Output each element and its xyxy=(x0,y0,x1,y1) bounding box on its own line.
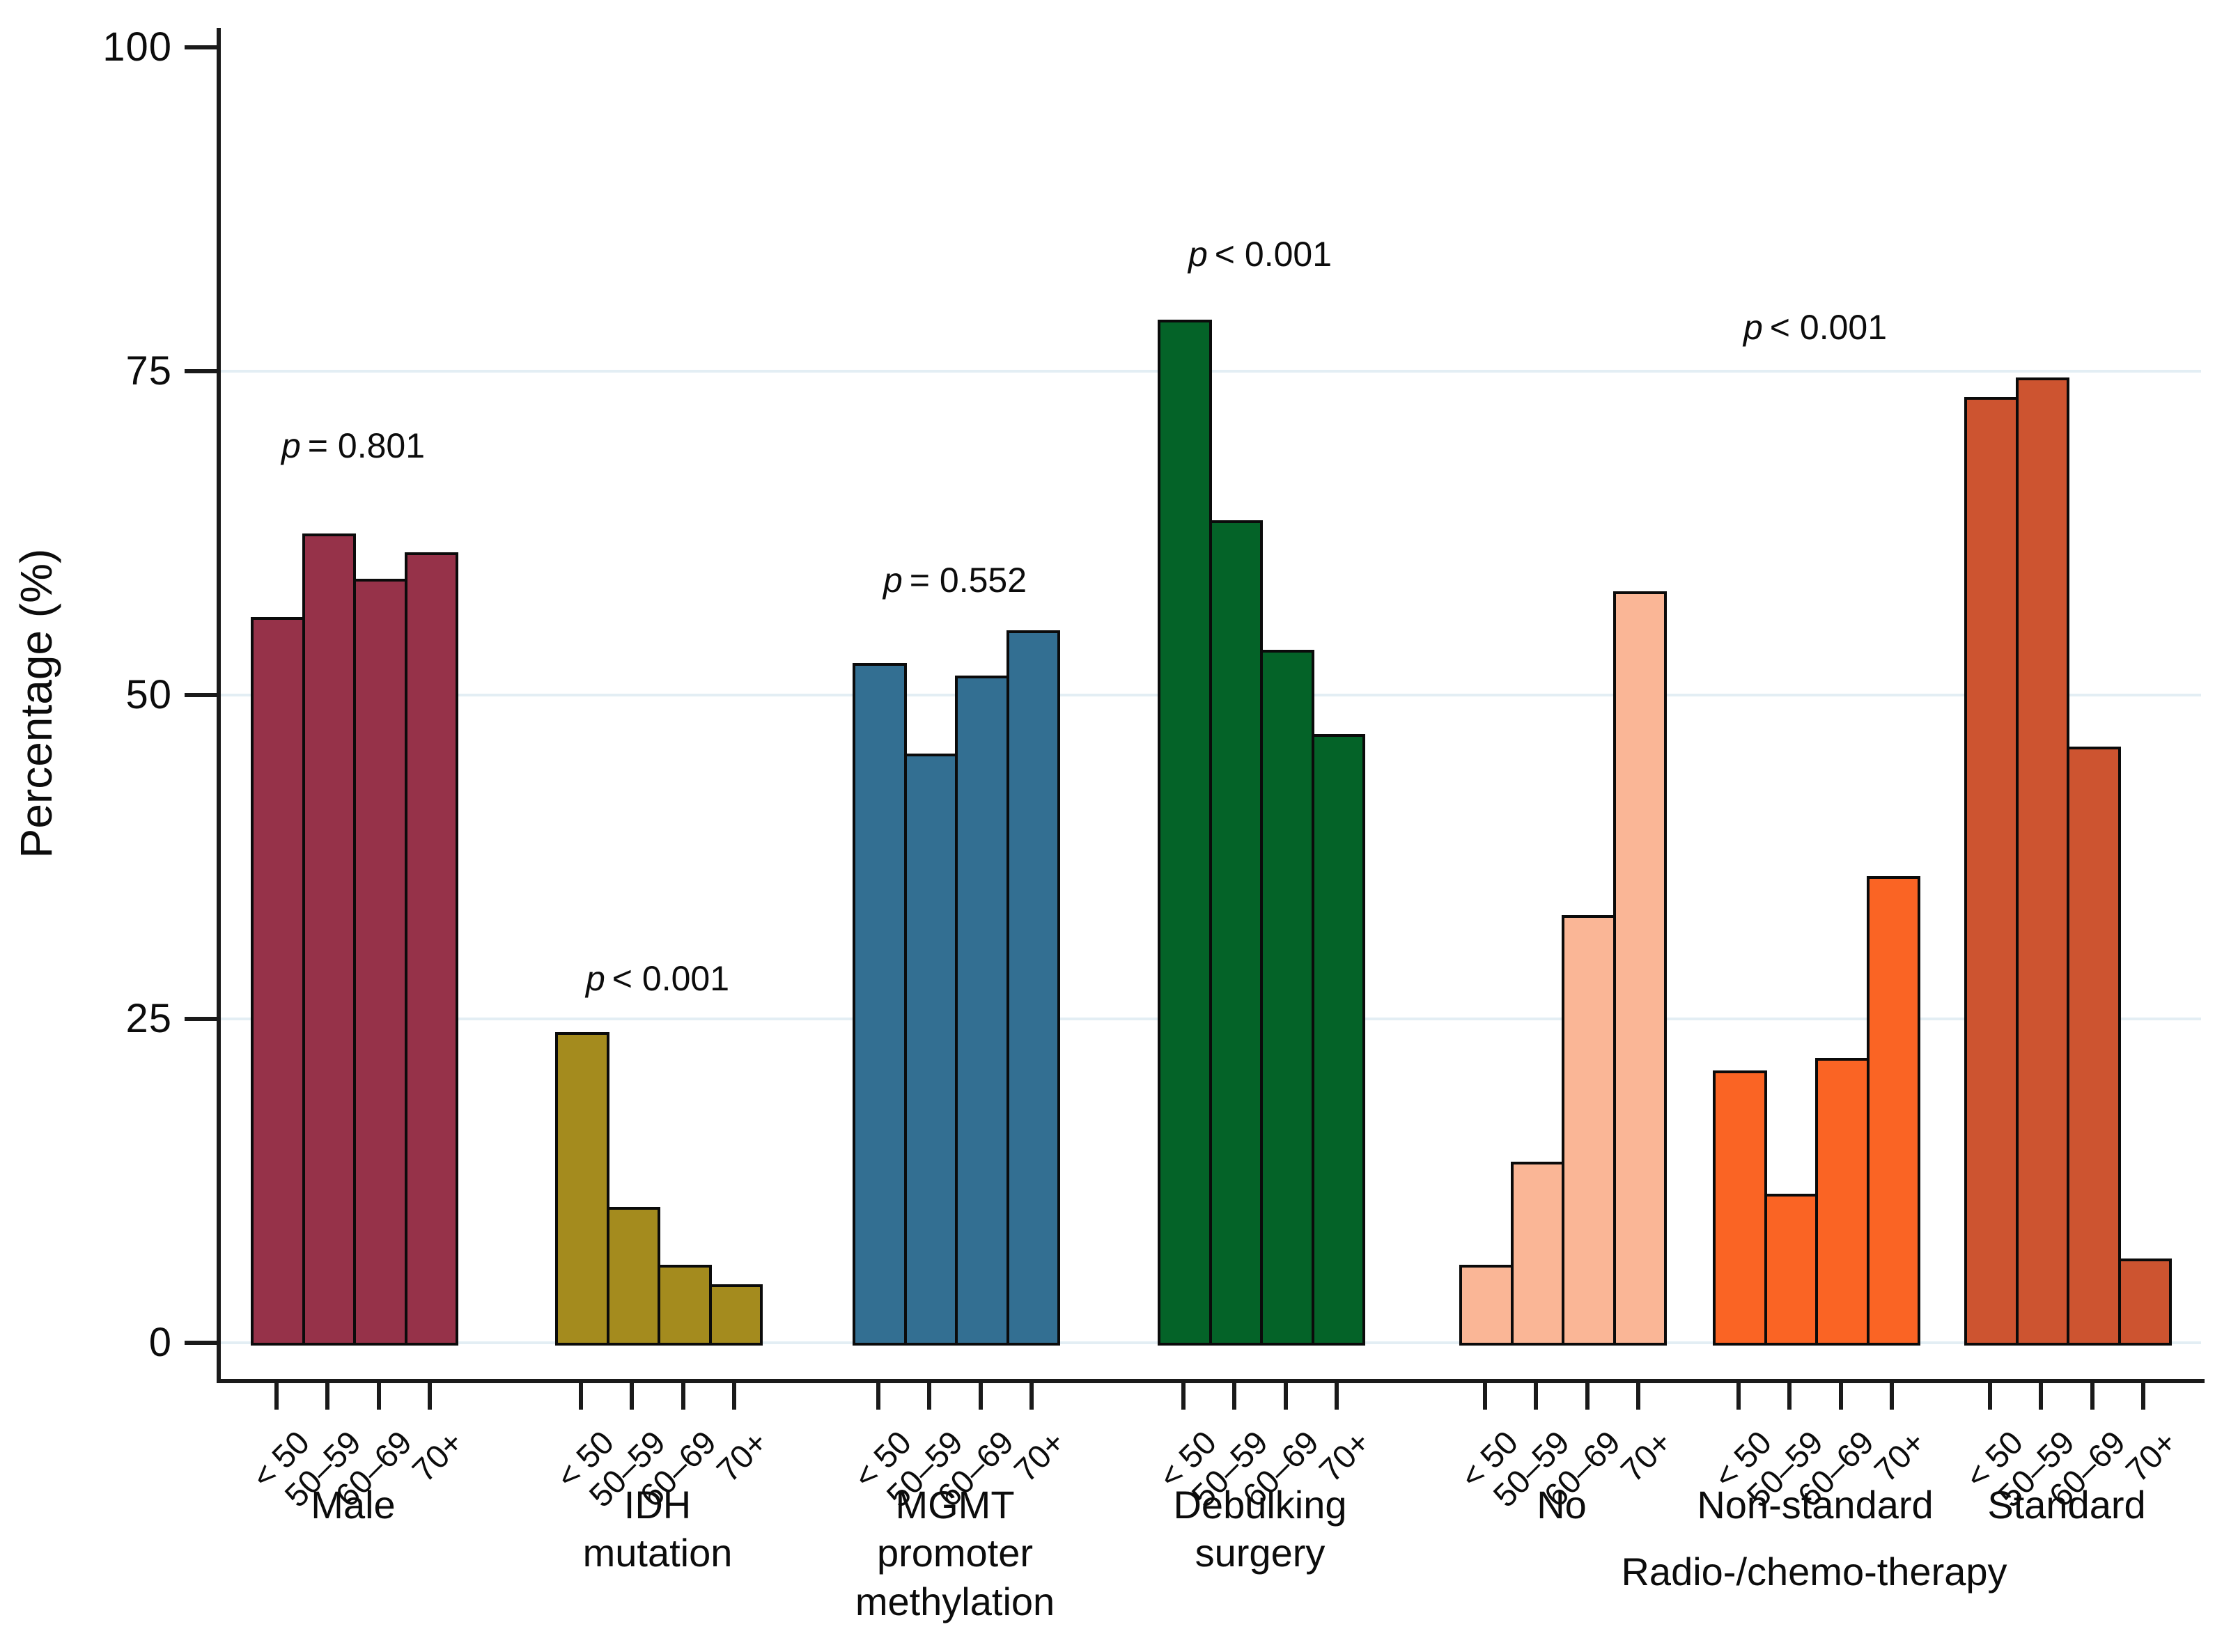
x-tick xyxy=(1534,1383,1539,1410)
age-tick-label: 70+ xyxy=(1311,1423,1377,1489)
x-tick xyxy=(630,1383,635,1410)
y-tick-100 xyxy=(185,45,217,49)
group-label-mgmt: MGMT promoter methylation xyxy=(855,1483,1055,1623)
y-tick-25 xyxy=(185,1017,217,1021)
p-value-label: p = 0.801 xyxy=(281,426,426,465)
y-tick-label-0: 0 xyxy=(148,1320,172,1365)
group-label-non-standard: Non-standard xyxy=(1697,1483,1934,1527)
x-tick xyxy=(325,1383,330,1410)
y-axis-line xyxy=(217,28,221,1383)
age-tick-label: 70+ xyxy=(1612,1423,1679,1489)
x-tick xyxy=(1232,1383,1237,1410)
bar-debulking-surgery-< 50 xyxy=(1158,319,1212,1346)
age-tick-label: 70+ xyxy=(708,1423,775,1489)
y-tick-75 xyxy=(185,369,217,373)
age-tick-label: 70+ xyxy=(1006,1423,1072,1489)
bar-non-standard-50–59 xyxy=(1764,1194,1818,1346)
x-tick xyxy=(1029,1383,1034,1410)
bar-non-standard-60–69 xyxy=(1815,1057,1870,1346)
x-tick xyxy=(1283,1383,1288,1410)
y-tick-label-25: 25 xyxy=(125,996,172,1041)
x-tick xyxy=(1987,1383,1992,1410)
bar-mgmt-promoter-methylation-50–59 xyxy=(903,753,958,1346)
x-tick xyxy=(876,1383,880,1410)
bar-non-standard-< 50 xyxy=(1713,1070,1767,1346)
p-value-label: p < 0.001 xyxy=(585,959,730,998)
bar-male-< 50 xyxy=(251,617,305,1346)
x-tick xyxy=(732,1383,737,1410)
bar-idh-mutation-60–69 xyxy=(658,1265,712,1346)
y-tick-50 xyxy=(185,693,217,697)
x-tick xyxy=(2090,1383,2094,1410)
p-symbol: p xyxy=(1743,308,1763,347)
bar-no-60–69 xyxy=(1562,915,1616,1346)
x-tick xyxy=(376,1383,381,1410)
x-tick xyxy=(681,1383,685,1410)
bar-idh-mutation-70+ xyxy=(708,1284,763,1346)
bar-standard-50–59 xyxy=(2015,377,2069,1346)
bar-mgmt-promoter-methylation-60–69 xyxy=(955,676,1009,1346)
bar-standard-< 50 xyxy=(1964,397,2019,1346)
bar-male-70+ xyxy=(404,552,458,1346)
x-tick xyxy=(978,1383,983,1410)
bar-male-60–69 xyxy=(353,578,407,1346)
y-tick-0 xyxy=(185,1341,217,1345)
bar-no-< 50 xyxy=(1459,1265,1514,1346)
group-label-no: No xyxy=(1537,1483,1587,1527)
bar-standard-70+ xyxy=(2117,1259,2172,1346)
bar-debulking-surgery-70+ xyxy=(1311,733,1365,1346)
age-tick-label: 70+ xyxy=(404,1423,470,1489)
x-tick xyxy=(1787,1383,1792,1410)
group-label-debulking: Debulking surgery xyxy=(1173,1483,1347,1575)
bar-standard-60–69 xyxy=(2067,747,2121,1346)
bar-no-70+ xyxy=(1612,591,1667,1346)
p-symbol: p xyxy=(1188,235,1208,274)
x-tick xyxy=(1838,1383,1843,1410)
group-label-male: Male xyxy=(311,1483,396,1527)
bar-mgmt-promoter-methylation-< 50 xyxy=(853,662,907,1346)
group-label-idh: IDH mutation xyxy=(582,1483,733,1575)
y-tick-label-50: 50 xyxy=(125,672,172,717)
x-tick xyxy=(428,1383,433,1410)
bar-no-50–59 xyxy=(1510,1161,1564,1346)
x-tick xyxy=(1181,1383,1186,1410)
x-tick xyxy=(927,1383,932,1410)
p-value-label: p = 0.552 xyxy=(883,561,1027,600)
bar-debulking-surgery-60–69 xyxy=(1260,649,1314,1346)
p-symbol: p xyxy=(281,426,301,465)
x-tick xyxy=(2141,1383,2146,1410)
x-tick xyxy=(274,1383,279,1410)
x-tick xyxy=(578,1383,583,1410)
y-tick-label-75: 75 xyxy=(125,348,172,393)
p-symbol: p xyxy=(883,561,903,600)
bar-debulking-surgery-50–59 xyxy=(1208,520,1263,1346)
bar-male-50–59 xyxy=(302,533,356,1346)
age-tick-label: 70+ xyxy=(2117,1423,2184,1489)
x-tick xyxy=(1636,1383,1641,1410)
age-tick-label: 70+ xyxy=(1866,1423,1932,1489)
y-tick-label-100: 100 xyxy=(102,24,172,70)
bar-idh-mutation-< 50 xyxy=(555,1031,609,1346)
p-symbol: p xyxy=(585,959,605,998)
p-value-label: p < 0.001 xyxy=(1743,308,1888,347)
group-label-standard: Standard xyxy=(1987,1483,2146,1527)
group-label-radio-chemo-therapy: Radio-/chemo-therapy xyxy=(1621,1550,2007,1593)
x-tick xyxy=(1482,1383,1487,1410)
bar-idh-mutation-50–59 xyxy=(606,1206,660,1346)
bar-non-standard-70+ xyxy=(1866,876,1920,1346)
p-value-label: p < 0.001 xyxy=(1188,235,1332,274)
x-tick xyxy=(1335,1383,1339,1410)
x-tick xyxy=(2039,1383,2044,1410)
x-tick xyxy=(1890,1383,1895,1410)
x-tick xyxy=(1585,1383,1590,1410)
x-axis-line xyxy=(217,1379,2205,1383)
x-tick xyxy=(1736,1383,1741,1410)
bar-mgmt-promoter-methylation-70+ xyxy=(1006,630,1060,1346)
